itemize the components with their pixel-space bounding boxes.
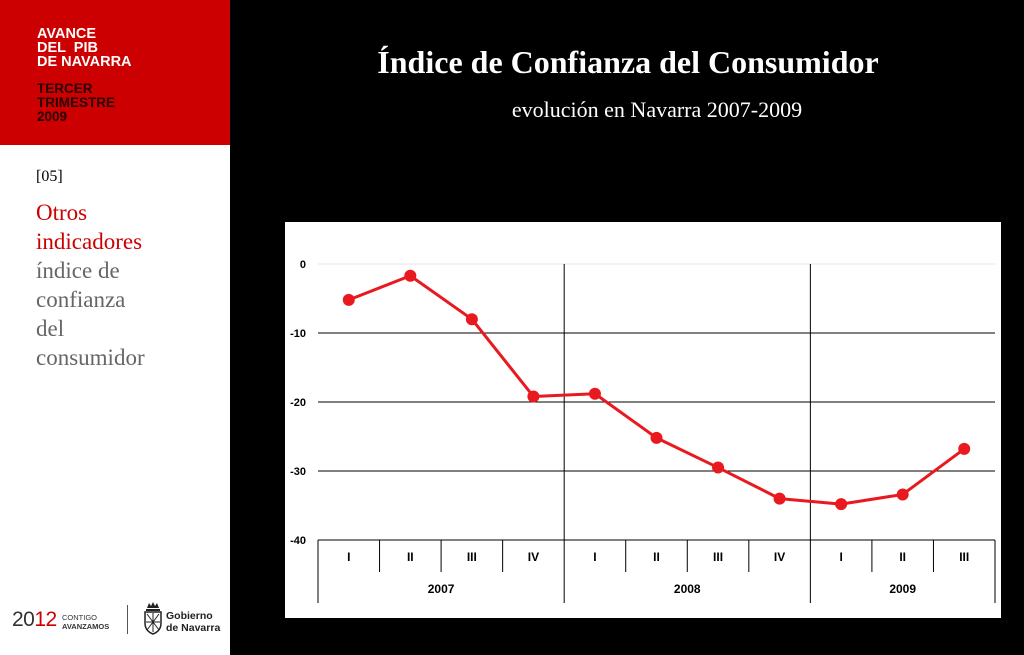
brand-period-line: TRIMESTRE bbox=[37, 95, 116, 110]
sidebar: AVANCE DEL PIB DE NAVARRA TERCER TRIMEST… bbox=[0, 0, 230, 655]
x-tick-label: IV bbox=[774, 550, 785, 564]
x-tick-label: IV bbox=[528, 550, 539, 564]
data-point bbox=[773, 492, 786, 505]
data-point bbox=[712, 461, 725, 474]
brand-title: AVANCE DEL PIB DE NAVARRA bbox=[37, 26, 132, 70]
slogan-line: AVANZAMOS bbox=[62, 622, 110, 631]
footer-divider bbox=[127, 605, 128, 634]
brand-period: TERCER TRIMESTRE 2009 bbox=[37, 82, 115, 124]
slogan: CONTIGO AVANZAMOS bbox=[62, 613, 109, 631]
year-logo: 2012 bbox=[12, 608, 57, 632]
brand-title-line: DE NAVARRA bbox=[37, 54, 132, 70]
slide-title: Índice de Confianza del Consumidor bbox=[377, 44, 879, 80]
section-number: [05] bbox=[36, 168, 63, 185]
x-tick-label: II bbox=[899, 550, 906, 564]
section-heading-gray: del bbox=[36, 316, 65, 341]
section-heading-gray: índice de bbox=[36, 258, 120, 283]
section-heading-red: indicadores bbox=[36, 229, 143, 254]
y-tick-label: -20 bbox=[290, 397, 306, 409]
y-tick-label: -40 bbox=[290, 535, 306, 547]
x-tick-label: III bbox=[467, 550, 477, 564]
section-heading-red: Otros bbox=[36, 200, 88, 225]
brand-period-line: 2009 bbox=[37, 109, 68, 124]
government-name-line: Gobierno bbox=[166, 610, 213, 622]
series-line bbox=[348, 274, 966, 506]
data-point bbox=[958, 442, 971, 455]
section-heading-gray: consumidor bbox=[36, 345, 145, 370]
slogan-line: CONTIGO bbox=[62, 613, 97, 622]
navarra-crest-icon bbox=[144, 602, 162, 635]
slide-subtitle: evolución en Navarra 2007-2009 bbox=[511, 97, 803, 122]
x-tick-label: I bbox=[347, 550, 350, 564]
data-point bbox=[527, 390, 540, 403]
brand-banner: AVANCE DEL PIB DE NAVARRA TERCER TRIMEST… bbox=[0, 0, 230, 145]
x-tick-label: III bbox=[959, 550, 969, 564]
chart-panel: 0 -10 -20 -30 -40 I II III IV I II III IV I II III 2007 2… bbox=[285, 222, 1001, 618]
year-logo-highlight: 12 bbox=[34, 608, 57, 631]
footer-logos: 2012 CONTIGO AVANZAMOS Gobierno de Navar… bbox=[0, 596, 230, 641]
y-tick-label: -10 bbox=[290, 328, 306, 340]
data-point bbox=[404, 269, 417, 282]
data-point bbox=[588, 387, 601, 400]
government-name-line: de Navarra bbox=[166, 622, 221, 634]
brand-title-line: AVANCE bbox=[37, 26, 97, 42]
data-point bbox=[342, 293, 355, 306]
x-tick-label: II bbox=[407, 550, 414, 564]
y-tick-label: -30 bbox=[290, 466, 306, 478]
x-tick-label: II bbox=[653, 550, 660, 564]
data-point bbox=[465, 313, 478, 326]
brand-title-line: DEL PIB bbox=[37, 40, 98, 56]
year-group-label: 2008 bbox=[674, 582, 701, 596]
data-point bbox=[896, 488, 909, 501]
year-group-label: 2009 bbox=[889, 582, 916, 596]
section-heading: Otros indicadores índice de confianza de… bbox=[36, 198, 226, 372]
brand-period-line: TERCER bbox=[37, 81, 93, 96]
government-name: Gobierno de Navarra bbox=[166, 610, 220, 634]
data-point bbox=[835, 498, 848, 511]
x-tick-label: I bbox=[593, 550, 596, 564]
x-tick-label: I bbox=[839, 550, 842, 564]
year-group-label: 2007 bbox=[428, 582, 455, 596]
section-heading-gray: confianza bbox=[36, 287, 126, 312]
x-tick-label: III bbox=[713, 550, 723, 564]
year-logo-part: 20 bbox=[12, 608, 35, 631]
data-point bbox=[650, 431, 663, 444]
y-tick-label: 0 bbox=[300, 259, 306, 271]
